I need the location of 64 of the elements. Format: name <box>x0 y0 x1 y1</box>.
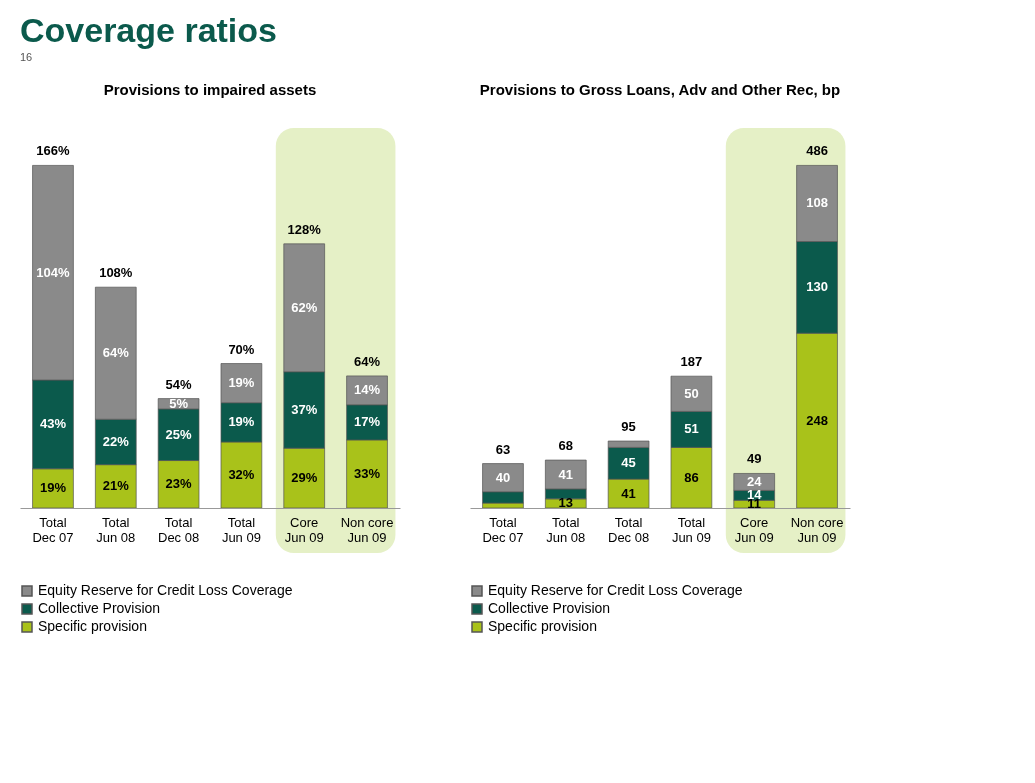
legend-label: Collective Provision <box>38 600 161 616</box>
data-label: 22% <box>102 433 130 449</box>
data-label: 37% <box>291 401 318 417</box>
data-label: 29% <box>291 470 318 486</box>
text: Coverage ratios <box>20 11 277 49</box>
x-tick-label: Total Jun 09 <box>671 514 711 545</box>
total-label: 64% <box>354 353 381 369</box>
chart-title: Provisions to Gross Loans, Adv and Other Rec, bp <box>479 81 841 98</box>
data-label: 21% <box>102 478 130 494</box>
total-label: 187 <box>680 354 703 370</box>
total-label: 63 <box>495 441 511 457</box>
data-label: 45 <box>621 455 636 471</box>
x-tick-label: Total Jun 09 <box>221 514 261 545</box>
data-label: 130 <box>806 279 828 295</box>
data-label: 25% <box>165 426 193 442</box>
total-label: 108% <box>99 265 133 281</box>
data-label: 40 <box>495 469 511 485</box>
data-label: 24 <box>746 473 763 489</box>
data-label: 41 <box>621 485 636 501</box>
total-label: 68 <box>558 438 574 454</box>
total-label: 95 <box>621 419 636 435</box>
data-label: 19% <box>228 375 255 391</box>
data-label: 19% <box>39 480 67 496</box>
data-label: 108 <box>806 195 828 211</box>
data-label: 23% <box>165 476 193 492</box>
legend-label: Specific provision <box>38 618 147 634</box>
chart-title: Provisions to impaired assets <box>103 81 317 98</box>
x-tick-label: Total Jun 08 <box>96 514 136 545</box>
data-label: 17% <box>354 414 381 430</box>
data-label: 248 <box>806 412 828 428</box>
x-tick-label: Total Dec 07 <box>32 514 74 545</box>
total-label: 49 <box>746 451 762 467</box>
data-label: 19% <box>228 414 255 430</box>
text: 16 <box>20 51 33 63</box>
data-label: 51 <box>684 421 699 437</box>
data-label: 41 <box>558 466 574 482</box>
x-tick-label: Core Jun 09 <box>734 514 774 545</box>
total-label: 486 <box>806 143 828 159</box>
data-label: 32% <box>228 466 255 482</box>
total-label: 166% <box>36 143 71 159</box>
x-tick-label: Non core Jun 09 <box>340 514 394 545</box>
x-tick-label: Total Dec 08 <box>157 514 200 545</box>
total-label: 54% <box>165 376 193 392</box>
x-tick-label: Total Dec 08 <box>607 514 650 545</box>
x-tick-label: Total Jun 08 <box>546 514 586 545</box>
total-label: 128% <box>287 221 322 237</box>
data-label: 64% <box>102 345 130 361</box>
x-tick-label: Non core Jun 09 <box>790 514 844 545</box>
data-label: 62% <box>291 299 318 315</box>
data-label: 86 <box>684 469 699 485</box>
legend-label: Specific provision <box>488 618 597 634</box>
data-label: 50 <box>684 385 699 401</box>
data-label: 5% <box>169 395 189 411</box>
legend-label: Equity Reserve for Credit Loss Coverage <box>38 582 293 598</box>
data-label: 33% <box>354 465 381 481</box>
data-label: 43% <box>39 416 67 432</box>
total-label: 70% <box>228 341 255 357</box>
data-label: 13 <box>558 495 574 511</box>
x-tick-label: Total Dec 07 <box>482 514 524 545</box>
data-label: 14% <box>354 382 381 398</box>
legend-label: Collective Provision <box>488 600 611 616</box>
x-tick-label: Core Jun 09 <box>284 514 324 545</box>
legend-label: Equity Reserve for Credit Loss Coverage <box>488 582 743 598</box>
data-label: 104% <box>36 264 71 280</box>
